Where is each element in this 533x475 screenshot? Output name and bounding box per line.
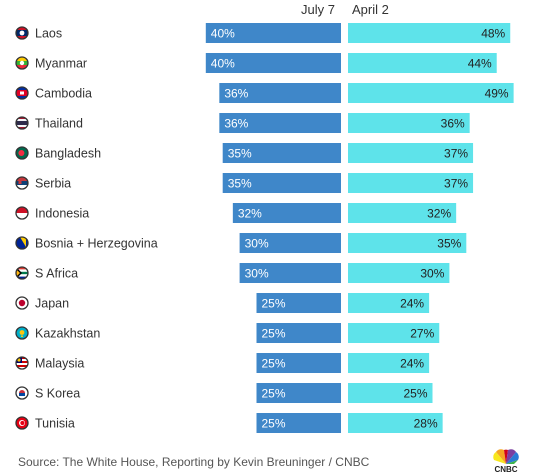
bar-july <box>219 113 341 133</box>
japan-flag-icon <box>15 296 29 310</box>
bar-july-label: 25% <box>262 387 286 401</box>
serbia-flag-icon <box>15 176 29 190</box>
bar-july-label: 35% <box>228 147 252 161</box>
bar-july-label: 25% <box>262 297 286 311</box>
bar-july <box>256 413 341 433</box>
legend-april: April 2 <box>352 2 389 17</box>
bar-april-label: 28% <box>414 417 438 431</box>
bar-april <box>348 143 474 163</box>
bar-april-label: 27% <box>410 327 434 341</box>
country-label: Kazakhstan <box>35 327 100 341</box>
bar-april-label: 37% <box>444 147 468 161</box>
bar-april-label: 49% <box>485 87 509 101</box>
bar-july-label: 25% <box>262 327 286 341</box>
bar-april <box>348 83 514 103</box>
bar-april <box>348 233 467 253</box>
bar-april <box>348 263 450 283</box>
thailand-flag-icon <box>15 116 29 130</box>
bar-april <box>348 413 443 433</box>
bar-july-label: 25% <box>262 417 286 431</box>
indonesia-flag-icon <box>15 206 29 220</box>
bar-july-label: 40% <box>211 27 235 41</box>
bar-april <box>348 353 430 373</box>
bar-july <box>239 233 341 253</box>
malaysia-flag-icon <box>15 356 29 370</box>
country-label: Serbia <box>35 177 71 191</box>
logo-text: CNBC <box>494 465 518 474</box>
bar-april-label: 44% <box>468 57 492 71</box>
south-africa-flag-icon <box>15 266 29 280</box>
bar-july-label: 30% <box>245 237 269 251</box>
country-label: Bangladesh <box>35 147 101 161</box>
country-label: Bosnia + Herzegovina <box>35 237 158 251</box>
bar-july-label: 40% <box>211 57 235 71</box>
bar-april-label: 25% <box>403 387 427 401</box>
cambodia-flag-icon <box>15 86 29 100</box>
bar-july <box>205 53 341 73</box>
bar-april-label: 35% <box>437 237 461 251</box>
bar-april <box>348 383 433 403</box>
cnbc-logo: CNBC <box>486 448 526 474</box>
country-label: S Korea <box>35 387 80 401</box>
myanmar-flag-icon <box>15 56 29 70</box>
country-label: Malaysia <box>35 357 84 371</box>
country-label: Laos <box>35 27 62 41</box>
bangladesh-flag-icon <box>15 146 29 160</box>
bar-april-label: 36% <box>441 117 465 131</box>
country-label: Myanmar <box>35 57 87 71</box>
kazakhstan-flag-icon <box>15 326 29 340</box>
south-korea-flag-icon <box>15 386 29 400</box>
bar-july <box>256 323 341 343</box>
bar-april <box>348 293 430 313</box>
bar-july <box>232 203 341 223</box>
tunisia-flag-icon <box>15 416 29 430</box>
tariff-chart: July 7 April 2 Laos 40% 48% Myanmar 40% 44% Camb… <box>15 2 514 433</box>
country-label: Japan <box>35 297 69 311</box>
laos-flag-icon <box>15 26 29 40</box>
bar-july-label: 35% <box>228 177 252 191</box>
legend-july: July 7 <box>301 2 335 17</box>
bar-july <box>256 383 341 403</box>
bar-april-label: 32% <box>427 207 451 221</box>
bar-april <box>348 173 474 193</box>
country-label: Thailand <box>35 117 83 131</box>
bar-july-label: 36% <box>224 117 248 131</box>
bar-july-label: 30% <box>245 267 269 281</box>
bar-april <box>348 23 511 43</box>
bar-july-label: 36% <box>224 87 248 101</box>
source-note: Source: The White House, Reporting by Ke… <box>18 455 370 469</box>
bar-april-label: 24% <box>400 357 424 371</box>
bar-july-label: 32% <box>238 207 262 221</box>
bar-april <box>348 53 497 73</box>
bar-july <box>256 293 341 313</box>
bar-april <box>348 113 470 133</box>
bar-july <box>239 263 341 283</box>
bar-july <box>205 23 341 43</box>
bosnia-flag-icon <box>15 236 29 250</box>
country-label: Cambodia <box>35 87 92 101</box>
bar-april-label: 37% <box>444 177 468 191</box>
bar-april-label: 30% <box>420 267 444 281</box>
bar-july <box>222 173 341 193</box>
country-label: Indonesia <box>35 207 89 221</box>
bar-april-label: 24% <box>400 297 424 311</box>
bar-july <box>256 353 341 373</box>
bar-july <box>219 83 341 103</box>
bar-july <box>222 143 341 163</box>
bar-april <box>348 323 440 343</box>
country-label: Tunisia <box>35 417 75 431</box>
bar-april <box>348 203 457 223</box>
country-label: S Africa <box>35 267 78 281</box>
peacock-icon <box>493 449 519 464</box>
bar-april-label: 48% <box>481 27 505 41</box>
bar-july-label: 25% <box>262 357 286 371</box>
